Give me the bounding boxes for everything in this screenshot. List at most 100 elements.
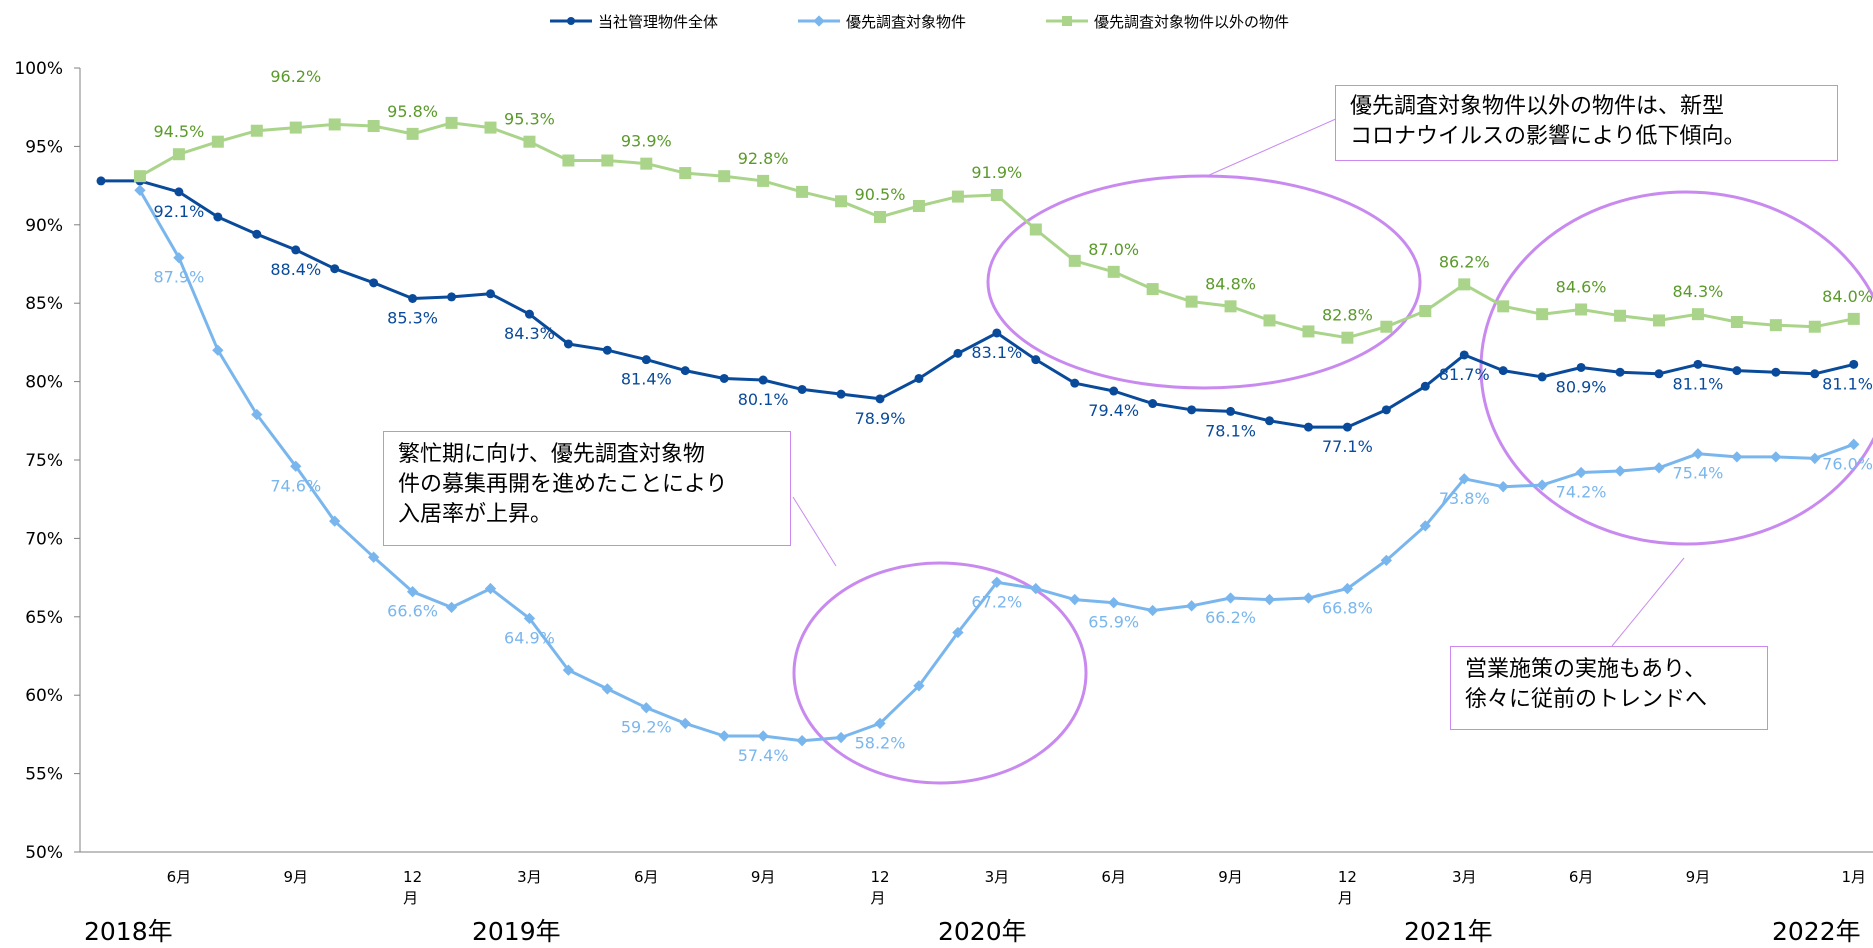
data-point-non-priority [484, 121, 497, 134]
y-tick-label: 85% [25, 294, 63, 314]
data-point-overall [875, 394, 885, 404]
data-label-non-priority: 84.0% [1822, 287, 1873, 306]
callout-middle-left-line3: 入居率が上昇。 [398, 502, 553, 527]
highlight-ellipse-2021-recovery [1479, 190, 1873, 546]
data-point-overall [1303, 422, 1313, 432]
series-layer [96, 116, 1860, 747]
data-point-non-priority [172, 148, 185, 161]
data-point-non-priority [1808, 320, 1821, 333]
legend-item-non-priority: 優先調査対象物件以外の物件 [1046, 11, 1289, 32]
data-point-non-priority [1302, 325, 1315, 338]
data-point-non-priority [406, 127, 419, 140]
data-point-overall [330, 264, 340, 274]
x-tick-label: 9月 [751, 868, 776, 886]
data-point-priority [1380, 554, 1393, 567]
data-label-overall: 80.9% [1556, 377, 1607, 396]
data-point-non-priority [562, 154, 575, 167]
data-label-priority: 64.9% [504, 628, 555, 647]
x-tick-label: 3月 [985, 868, 1010, 886]
data-label-priority: 65.9% [1088, 613, 1139, 632]
callout-middle-left: 繁忙期に向け、優先調査対象物 件の募集再開を進めたことにより 入居率が上昇。 [383, 431, 791, 546]
callout-top-right-line2: コロナウイルスの影響により低下傾向。 [1350, 124, 1746, 149]
data-point-overall [291, 245, 301, 255]
callout-middle-left-line2: 件の募集再開を進めたことにより [398, 472, 728, 497]
data-point-priority [1224, 592, 1237, 604]
y-tick-label: 60% [25, 686, 63, 706]
data-point-non-priority [328, 118, 341, 131]
data-point-non-priority [1263, 314, 1276, 327]
x-tick-sublabel: 月 [1338, 889, 1353, 907]
highlight-ellipse-2020-rise [792, 561, 1088, 785]
data-point-non-priority [1536, 308, 1549, 321]
year-label-2022: 2022年 [1772, 917, 1861, 946]
x-tick-label: 3月 [1452, 868, 1477, 886]
x-tick-label: 12 [870, 868, 889, 886]
data-label-priority: 73.8% [1439, 489, 1490, 508]
data-point-overall [252, 229, 262, 239]
data-point-overall [1732, 366, 1742, 376]
data-point-non-priority [1614, 309, 1627, 322]
data-point-non-priority [133, 170, 146, 183]
series-priority [134, 184, 1860, 747]
data-label-priority: 66.6% [387, 602, 438, 621]
x-tick-label: 6月 [1101, 868, 1126, 886]
data-label-priority: 87.9% [153, 268, 204, 287]
data-point-overall [96, 176, 106, 186]
data-point-priority [1108, 597, 1120, 609]
data-point-overall [524, 309, 534, 319]
y-tick-label: 70% [25, 529, 63, 549]
x-tick-label: 6月 [167, 868, 192, 886]
data-point-priority [835, 731, 847, 744]
data-point-non-priority [951, 190, 964, 203]
data-point-non-priority [1380, 320, 1393, 333]
legend-label-priority: 優先調査対象物件 [846, 12, 967, 31]
data-point-non-priority [990, 189, 1003, 202]
data-label-non-priority: 93.9% [621, 132, 672, 151]
data-point-priority [1263, 593, 1276, 606]
data-point-non-priority [757, 174, 770, 187]
data-label-overall: 84.3% [504, 324, 555, 343]
y-tick-label: 50% [25, 843, 63, 863]
data-point-non-priority [640, 157, 653, 170]
data-point-priority [1731, 451, 1743, 463]
data-point-non-priority [1847, 312, 1860, 325]
data-point-priority [1848, 438, 1860, 450]
data-point-overall [1031, 355, 1041, 365]
data-point-non-priority [796, 185, 809, 198]
x-tick-sublabel: 月 [870, 889, 885, 907]
legend-swatch-priority [798, 15, 841, 27]
data-point-overall [369, 278, 379, 288]
data-point-priority [1069, 593, 1081, 606]
data-label-overall: 78.1% [1205, 421, 1256, 440]
data-label-non-priority: 86.2% [1439, 252, 1490, 271]
data-label-overall: 80.1% [738, 390, 789, 409]
data-point-priority [796, 735, 808, 747]
data-label-non-priority: 96.2% [270, 67, 321, 86]
x-tick-label: 12 [403, 868, 422, 886]
series-overall [96, 176, 1859, 432]
data-point-overall [1615, 367, 1625, 377]
data-point-priority [484, 582, 497, 595]
data-point-non-priority [1107, 265, 1120, 278]
data-point-overall [1849, 359, 1859, 369]
callout-bottom-right-line2: 徐々に従前のトレンドへ [1465, 687, 1708, 712]
data-point-overall [1459, 350, 1469, 360]
data-label-priority: 76.0% [1822, 454, 1873, 473]
data-label-priority: 66.2% [1205, 608, 1256, 627]
legend-swatch-overall [550, 17, 592, 25]
data-point-priority [991, 576, 1003, 588]
data-point-priority [1809, 452, 1821, 465]
x-tick-label: 6月 [634, 868, 659, 886]
data-point-overall [914, 373, 924, 383]
data-point-overall [1381, 405, 1391, 415]
data-label-overall: 81.1% [1673, 374, 1724, 393]
data-label-overall: 81.7% [1439, 365, 1490, 384]
data-point-priority [640, 702, 652, 714]
year-label-2021: 2021年 [1404, 917, 1493, 946]
year-label-2020: 2020年 [938, 917, 1027, 946]
data-label-priority: 59.2% [621, 718, 672, 737]
data-point-overall [953, 348, 963, 358]
data-point-non-priority [874, 210, 886, 223]
data-point-non-priority [835, 195, 848, 208]
y-tick-label: 90% [25, 216, 63, 236]
